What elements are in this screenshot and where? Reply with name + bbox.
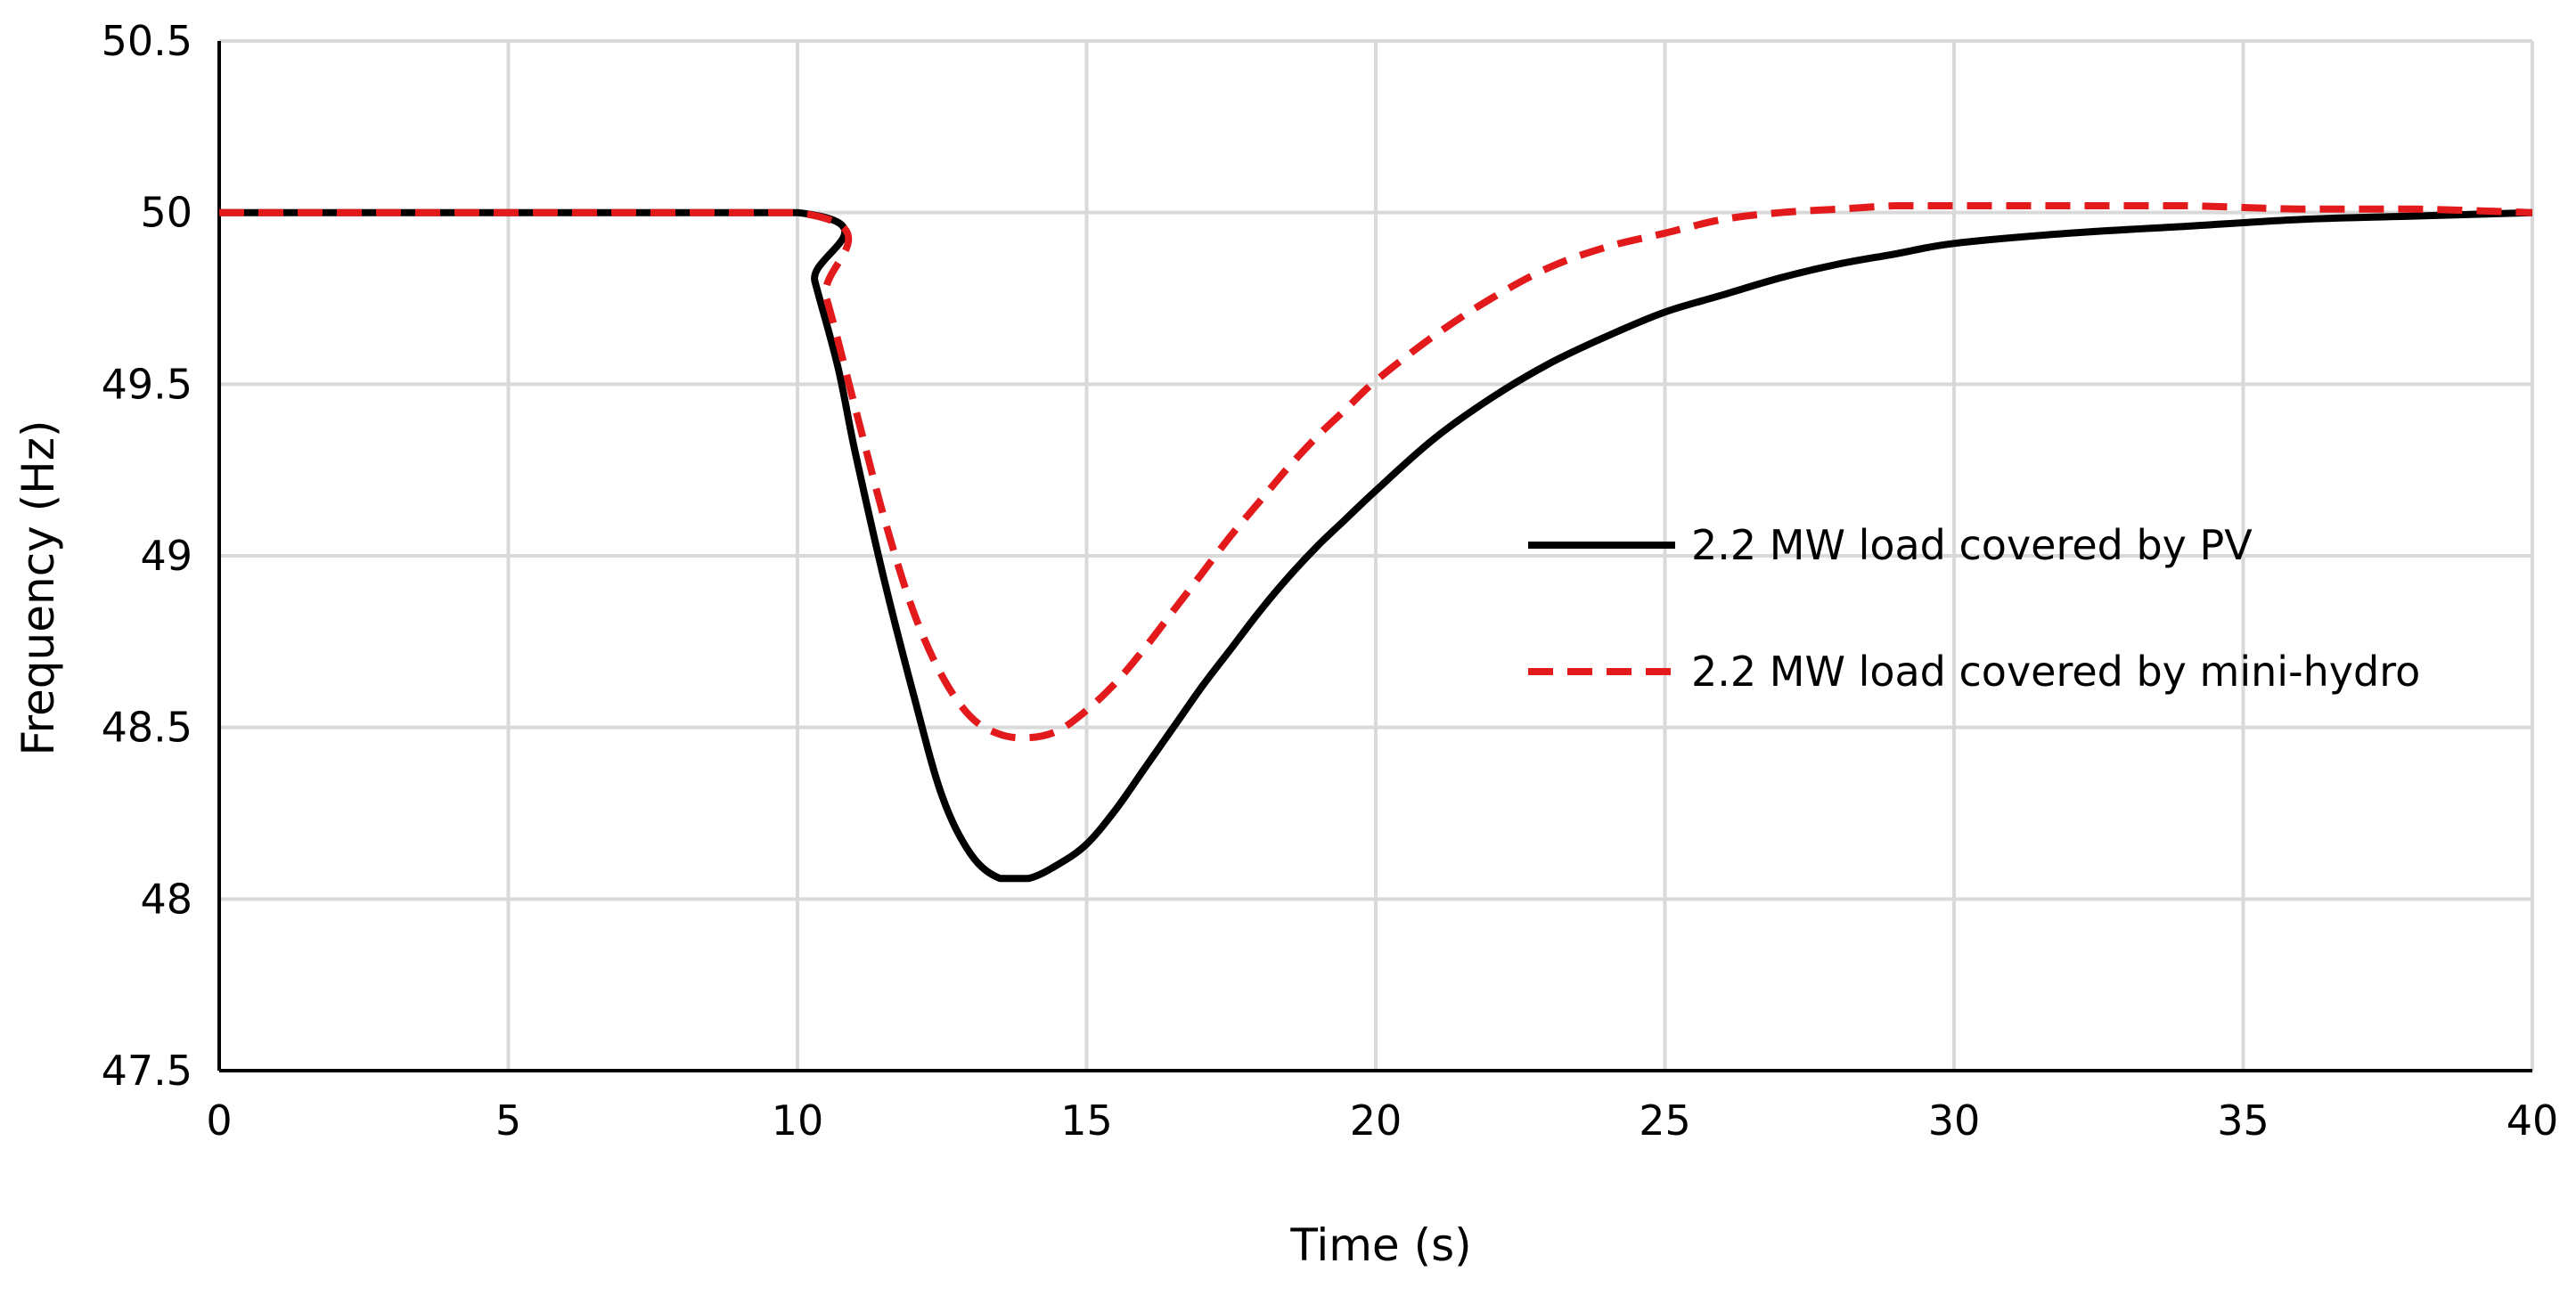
y-tick-labels: 47.5 48 48.5 49 49.5 50 50.5	[102, 17, 192, 1095]
y-axis-title: Frequency (Hz)	[12, 420, 64, 755]
legend: 2.2 MW load covered by PV 2.2 MW load co…	[1528, 521, 2420, 696]
x-tick-label: 35	[2217, 1096, 2269, 1145]
x-tick-label: 5	[495, 1096, 521, 1145]
y-tick-label: 48.5	[102, 704, 192, 752]
x-tick-label: 25	[1639, 1096, 1691, 1145]
series-line-pv	[219, 208, 2533, 883]
y-tick-label: 49	[140, 532, 192, 580]
y-tick-label: 50	[140, 189, 192, 237]
x-tick-label: 15	[1060, 1096, 1113, 1145]
y-tick-label: 49.5	[102, 360, 192, 408]
x-tick-label: 10	[772, 1096, 824, 1145]
y-tick-label: 47.5	[102, 1047, 192, 1095]
x-tick-labels: 0 5 10 15 20 25 30 35 40	[206, 1096, 2558, 1145]
legend-label-pv: 2.2 MW load covered by PV	[1691, 521, 2253, 569]
series-lines	[219, 202, 2533, 883]
y-tick-label: 48	[140, 875, 192, 923]
x-axis-title: Time (s)	[1289, 1219, 1471, 1271]
x-tick-label: 0	[206, 1096, 232, 1145]
x-tick-label: 30	[1928, 1096, 1981, 1145]
series-line-mini-hydro	[219, 202, 2533, 742]
x-tick-label: 20	[1350, 1096, 1402, 1145]
y-tick-label: 50.5	[102, 17, 192, 65]
legend-label-mini-hydro: 2.2 MW load covered by mini-hydro	[1691, 648, 2420, 696]
x-tick-label: 40	[2506, 1096, 2559, 1145]
